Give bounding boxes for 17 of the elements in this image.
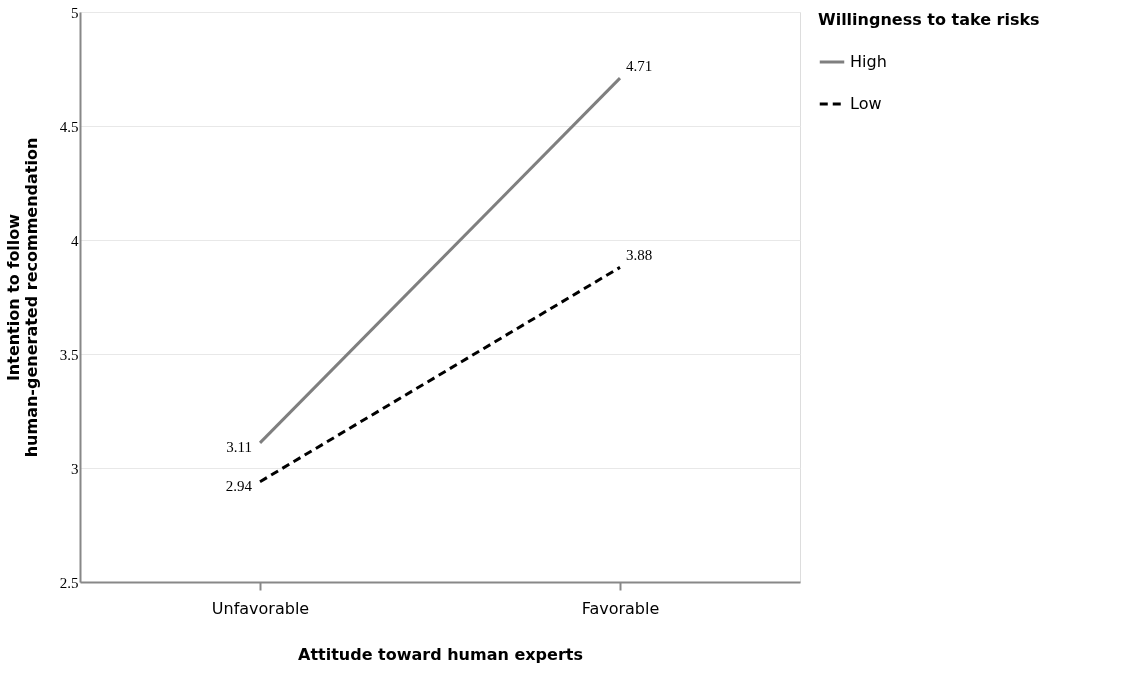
x-tick-label: Unfavorable — [211, 598, 310, 618]
x-tick-label: Favorable — [581, 598, 660, 618]
y-tick-label: 4.5 — [59, 118, 79, 135]
legend-label: High — [850, 52, 887, 71]
y-tick-label: 2.5 — [59, 574, 79, 591]
data-label: 4.71 — [626, 58, 653, 75]
y-tick-label: 4 — [71, 232, 79, 249]
y-tick-label: 5 — [71, 4, 79, 21]
x-axis-title: Attitude toward human experts — [298, 644, 583, 664]
y-axis-title: Intention to follow human-generated recommendation — [3, 137, 41, 458]
data-label: 3.11 — [226, 438, 252, 455]
y-tick-label: 3.5 — [59, 346, 79, 363]
legend-label: Low — [850, 94, 882, 113]
y-tick-label: 3 — [71, 460, 79, 477]
data-label: 3.88 — [626, 247, 653, 264]
data-label: 2.94 — [225, 477, 253, 494]
legend-title: Willingness to take risks — [818, 10, 1040, 29]
